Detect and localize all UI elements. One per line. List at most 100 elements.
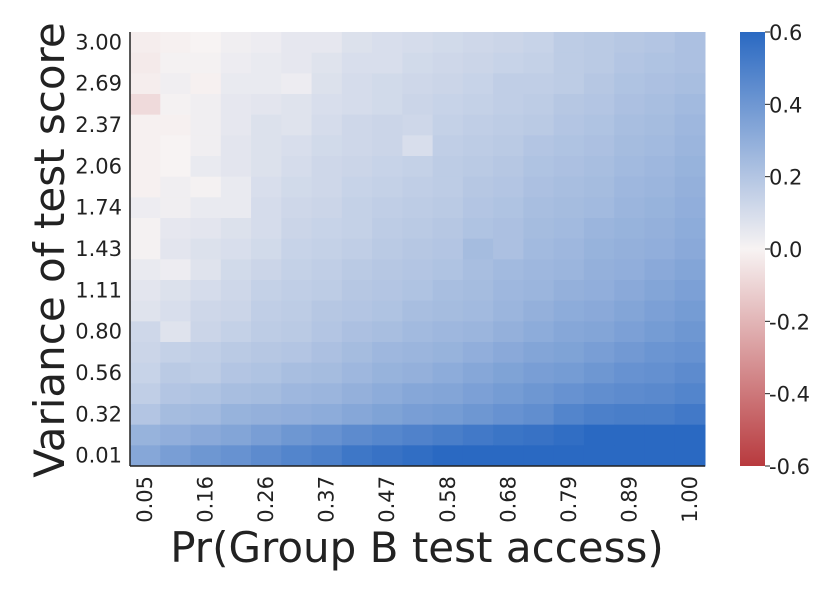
heatmap-cell — [553, 300, 585, 322]
heatmap-cell — [220, 259, 252, 281]
heatmap-cell — [190, 424, 222, 446]
heatmap-cell — [311, 176, 343, 198]
heatmap-cell — [402, 342, 434, 364]
heatmap-cell — [220, 445, 252, 467]
heatmap-cell — [462, 218, 494, 240]
heatmap-cell — [462, 362, 494, 384]
y-tick-label: 2.37 — [75, 113, 122, 137]
heatmap-cell — [130, 342, 161, 364]
heatmap-cell — [190, 300, 222, 322]
heatmap-cell — [311, 218, 343, 240]
heatmap-cell — [644, 135, 676, 157]
heatmap-cell — [130, 404, 161, 426]
heatmap-cell — [614, 424, 645, 446]
heatmap-cell — [311, 156, 343, 178]
heatmap-cell — [432, 300, 464, 322]
heatmap-cell — [523, 32, 555, 54]
heatmap-cell — [674, 362, 706, 384]
heatmap-cell — [160, 114, 192, 136]
heatmap-cell — [553, 321, 585, 343]
heatmap-cell — [553, 94, 585, 116]
heatmap-cell — [493, 94, 524, 116]
y-tick-label: 1.74 — [75, 196, 122, 220]
heatmap-cell — [553, 342, 585, 364]
heatmap-cell — [462, 52, 494, 74]
heatmap-cell — [190, 156, 222, 178]
heatmap-cell — [523, 383, 555, 405]
heatmap-cell — [281, 280, 313, 302]
heatmap-cell — [220, 156, 252, 178]
heatmap-cell — [130, 362, 161, 384]
heatmap-cell — [372, 94, 403, 116]
heatmap-cell — [372, 321, 403, 343]
heatmap-cell — [311, 94, 343, 116]
heatmap-cell — [583, 135, 615, 157]
heatmap-cell — [251, 445, 282, 467]
heatmap-cell — [311, 238, 343, 260]
colorbar — [740, 32, 765, 466]
heatmap-cell — [341, 259, 373, 281]
heatmap-cell — [523, 362, 555, 384]
heatmap-cell — [674, 280, 706, 302]
heatmap-cell — [190, 114, 222, 136]
heatmap-cell — [493, 197, 524, 219]
heatmap-cell — [553, 238, 585, 260]
heatmap-cell — [583, 238, 615, 260]
heatmap-cell — [311, 445, 343, 467]
heatmap-cell — [432, 32, 464, 54]
heatmap-cell — [130, 73, 161, 95]
heatmap-cell — [402, 114, 434, 136]
heatmap-cell — [190, 238, 222, 260]
heatmap-cell — [493, 342, 524, 364]
heatmap-cell — [311, 342, 343, 364]
heatmap-cell — [432, 383, 464, 405]
heatmap-cell — [341, 383, 373, 405]
heatmap-cell — [251, 114, 282, 136]
heatmap-cell — [674, 114, 706, 136]
heatmap-cell — [341, 300, 373, 322]
heatmap-cell — [311, 32, 343, 54]
heatmap-cell — [674, 383, 706, 405]
x-tick-label: 0.58 — [436, 476, 460, 523]
heatmap-cell — [341, 445, 373, 467]
x-axis-label: Pr(Group B test access) — [170, 523, 664, 572]
heatmap-cell — [614, 73, 645, 95]
heatmap-cell — [311, 404, 343, 426]
heatmap-cell — [674, 238, 706, 260]
y-axis-label: Variance of test score — [25, 22, 74, 477]
heatmap-cell — [614, 383, 645, 405]
heatmap-cell — [614, 197, 645, 219]
heatmap-cell — [644, 218, 676, 240]
heatmap-cell — [462, 73, 494, 95]
heatmap-cell — [553, 445, 585, 467]
heatmap-cell — [432, 321, 464, 343]
heatmap-cell — [190, 94, 222, 116]
heatmap-cell — [462, 300, 494, 322]
heatmap-cell — [614, 94, 645, 116]
heatmap-cell — [583, 197, 615, 219]
heatmap-cell — [674, 445, 706, 467]
heatmap-cell — [281, 94, 313, 116]
heatmap-cell — [583, 176, 615, 198]
heatmap-cell — [432, 259, 464, 281]
heatmap-cell — [583, 259, 615, 281]
heatmap-cell — [583, 280, 615, 302]
heatmap-cell — [432, 238, 464, 260]
heatmap-cell — [372, 218, 403, 240]
heatmap-cell — [493, 445, 524, 467]
heatmap-cell — [130, 156, 161, 178]
heatmap-cell — [160, 300, 192, 322]
heatmap-cell — [432, 52, 464, 74]
heatmap-cell — [251, 238, 282, 260]
heatmap-cell — [523, 156, 555, 178]
heatmap-cell — [674, 73, 706, 95]
heatmap-cell — [130, 424, 161, 446]
heatmap-cell — [493, 135, 524, 157]
heatmap-cell — [493, 52, 524, 74]
heatmap-cell — [614, 321, 645, 343]
heatmap-cell — [462, 114, 494, 136]
y-tick-label: 1.11 — [75, 278, 122, 302]
heatmap-cell — [493, 259, 524, 281]
heatmap-cell — [251, 362, 282, 384]
